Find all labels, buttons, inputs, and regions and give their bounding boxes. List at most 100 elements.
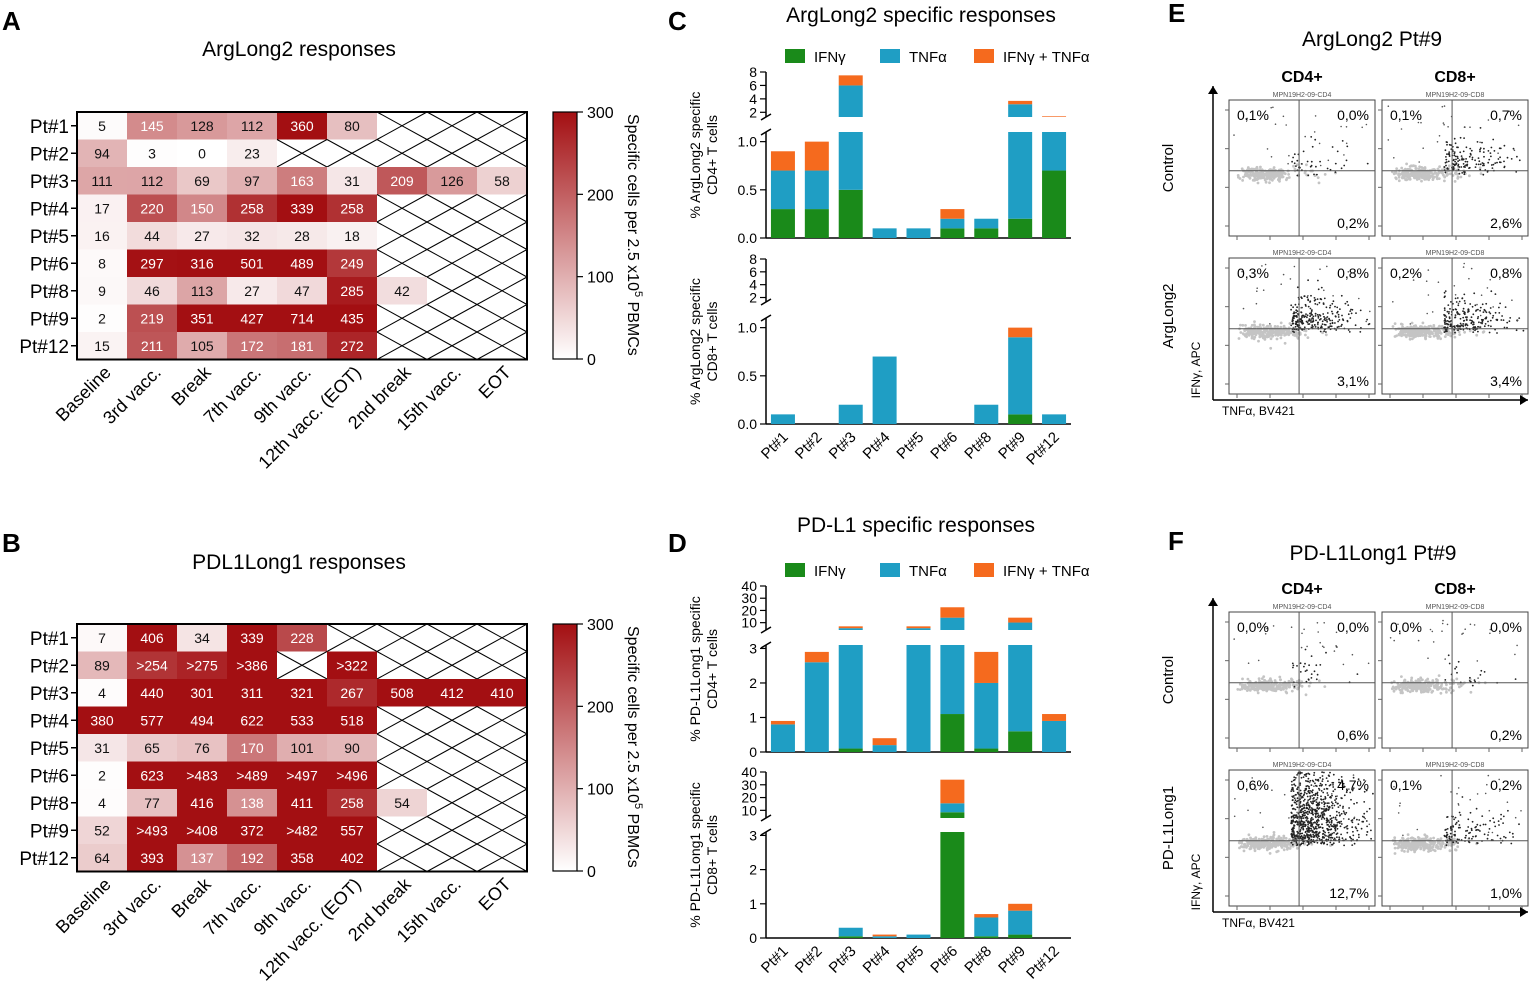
cell-dot — [1324, 333, 1328, 337]
y-tick-label: 2 — [749, 104, 757, 120]
cell-dot — [1293, 834, 1296, 837]
cell-dot — [1490, 164, 1493, 166]
cell-dot — [1477, 829, 1480, 831]
cell-dot — [1456, 845, 1460, 849]
cell-dot — [1300, 809, 1302, 811]
cell-dot — [1279, 836, 1283, 840]
cell-dot — [1489, 632, 1491, 635]
heatmap-cell — [77, 651, 127, 679]
bar-tnfa — [1008, 337, 1033, 415]
heatmap-cell-label: 211 — [141, 338, 164, 354]
cell-dot — [1482, 319, 1484, 321]
cell-dot — [1329, 828, 1332, 831]
heatmap-cell-label: 77 — [144, 795, 160, 811]
cell-dot — [1303, 836, 1306, 839]
cell-dot — [1458, 333, 1462, 336]
cell-dot — [1448, 835, 1451, 838]
cell-dot — [1487, 150, 1490, 152]
cell-dot — [1394, 171, 1398, 175]
cell-dot — [1440, 684, 1443, 688]
y-axis-label-line2: CD8+ T cells — [704, 301, 720, 381]
colorbar-label-superscript: 5 — [632, 803, 644, 809]
quadrant-upper-left-value: 0,3% — [1237, 265, 1269, 281]
cell-dot — [1446, 143, 1448, 146]
cell-dot — [1408, 337, 1412, 341]
empty-cell-cross — [426, 194, 478, 223]
cell-dot — [1450, 791, 1452, 793]
cell-dot — [1320, 807, 1323, 810]
quadrant-upper-right-value: 0,7% — [1490, 107, 1522, 123]
cell-dot — [1463, 300, 1466, 302]
cell-dot — [1399, 632, 1401, 635]
cell-dot — [1418, 161, 1420, 163]
cell-dot — [1309, 809, 1312, 811]
cell-dot — [1404, 688, 1408, 691]
cell-dot — [1274, 688, 1278, 692]
cell-dot — [1315, 809, 1317, 812]
cell-dot — [1319, 782, 1322, 785]
cell-dot — [1268, 843, 1272, 846]
cell-dot — [1498, 306, 1500, 309]
cell-dot — [1468, 167, 1470, 170]
cell-dot — [1315, 784, 1317, 787]
big-y-axis-arrow — [1208, 598, 1218, 606]
cell-dot — [1246, 329, 1250, 333]
cell-dot — [1400, 690, 1404, 693]
cell-dot — [1309, 821, 1311, 824]
cell-dot — [1500, 842, 1502, 844]
legend-label-tnfa: TNFα — [909, 563, 947, 580]
cell-dot — [1454, 833, 1456, 836]
cell-dot — [1270, 106, 1272, 109]
cell-dot — [1453, 158, 1455, 161]
cell-dot — [1366, 162, 1369, 165]
cell-dot — [1354, 324, 1357, 327]
cell-dot — [1270, 156, 1273, 158]
cell-dot — [1297, 835, 1299, 838]
cell-dot — [1326, 320, 1328, 323]
cell-dot — [1301, 832, 1304, 835]
cell-dot — [1331, 804, 1333, 807]
cell-dot — [1468, 174, 1471, 178]
cell-dot — [1508, 831, 1511, 834]
cell-dot — [1469, 126, 1471, 128]
axis-break-mark — [760, 128, 772, 136]
cell-dot — [1306, 810, 1309, 813]
bar-both — [804, 141, 829, 171]
cell-dot — [1349, 310, 1352, 312]
cell-dot — [1490, 290, 1493, 293]
heatmap-cell-label: 64 — [94, 850, 110, 866]
cell-dot — [1463, 293, 1466, 296]
cell-dot — [1496, 332, 1498, 334]
cell-dot — [1419, 687, 1423, 691]
cell-dot — [1300, 321, 1303, 324]
cell-dot — [1299, 782, 1302, 785]
cell-dot — [1343, 154, 1345, 156]
cell-dot — [1406, 333, 1409, 337]
cell-dot — [1331, 832, 1334, 835]
cell-dot — [1304, 823, 1307, 826]
flow-y-axis-label: IFNγ, APC — [1189, 853, 1203, 910]
cell-dot — [1284, 837, 1288, 840]
cell-dot — [1483, 155, 1485, 158]
cell-dot — [1310, 160, 1313, 163]
cell-dot — [1315, 823, 1318, 826]
cell-dot — [1331, 146, 1334, 148]
cell-dot — [1392, 689, 1396, 693]
cell-dot — [1313, 841, 1316, 844]
cell-dot — [1327, 780, 1329, 782]
cell-dot — [1302, 803, 1305, 806]
cell-dot — [1340, 820, 1342, 823]
cell-dot — [1459, 136, 1462, 139]
bar-both — [838, 626, 863, 629]
cell-dot — [1301, 813, 1304, 816]
cell-dot — [1486, 783, 1488, 786]
cell-dot — [1479, 148, 1481, 151]
cell-dot — [1476, 660, 1479, 662]
panel-c-letter: C — [668, 6, 687, 36]
cell-dot — [1233, 638, 1235, 640]
cell-dot — [1294, 303, 1297, 306]
cell-dot — [1292, 815, 1295, 818]
cell-dot — [1456, 838, 1459, 841]
